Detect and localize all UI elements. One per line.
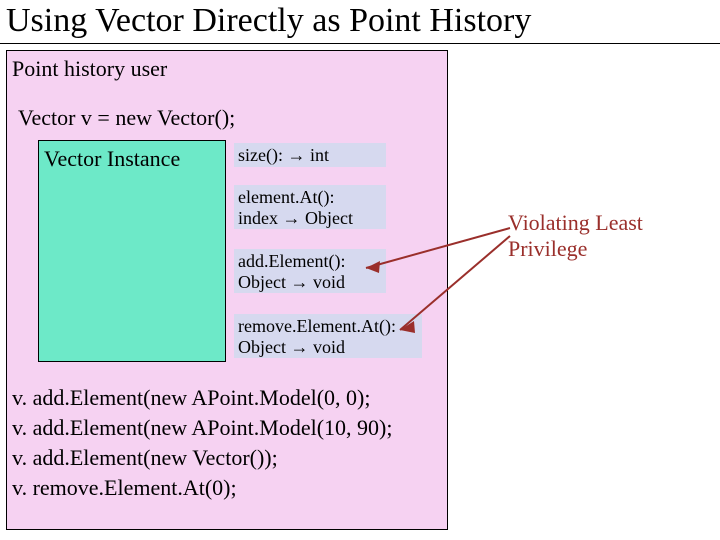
vector-instance-label: Vector Instance <box>44 146 180 172</box>
annotation-line2: Privilege <box>508 236 587 261</box>
code-line-1: v. add.Element(new APoint.Model(10, 90); <box>12 415 392 441</box>
method-box-2: add.Element():Object → void <box>234 249 386 293</box>
method-box-3: remove.Element.At():Object → void <box>234 314 422 358</box>
method-box-1: element.At():index → Object <box>234 185 386 229</box>
vector-instance-box <box>38 140 226 362</box>
method-box-0: size(): → int <box>234 143 386 167</box>
code-line-3: v. remove.Element.At(0); <box>12 475 237 501</box>
user-label: Point history user <box>12 56 167 82</box>
code-line-2: v. add.Element(new Vector()); <box>12 445 278 471</box>
violation-annotation: Violating Least Privilege <box>508 210 643 262</box>
declaration-line: Vector v = new Vector(); <box>18 105 235 131</box>
slide-title: Using Vector Directly as Point History <box>0 0 720 44</box>
annotation-line1: Violating Least <box>508 210 643 235</box>
code-line-0: v. add.Element(new APoint.Model(0, 0); <box>12 385 370 411</box>
